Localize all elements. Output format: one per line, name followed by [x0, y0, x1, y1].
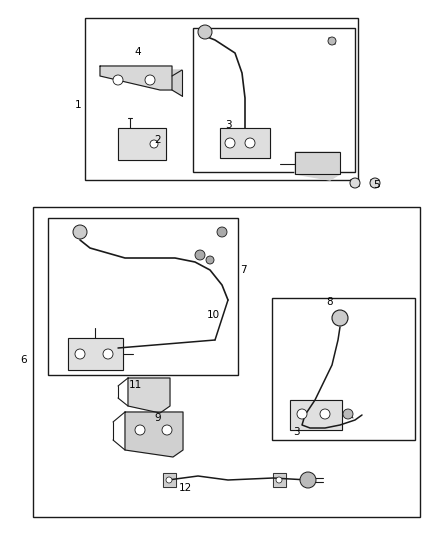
Polygon shape	[290, 400, 342, 430]
Circle shape	[198, 25, 212, 39]
Bar	[118, 128, 166, 160]
Polygon shape	[100, 66, 172, 90]
Text: 1: 1	[75, 100, 81, 110]
Text: 12: 12	[178, 483, 192, 493]
Bar	[163, 473, 176, 487]
Polygon shape	[163, 473, 176, 487]
Bar	[295, 152, 340, 174]
Text: 6: 6	[21, 355, 27, 365]
Polygon shape	[128, 378, 170, 413]
Text: 4: 4	[135, 47, 141, 57]
Bar	[220, 128, 270, 158]
Polygon shape	[68, 338, 123, 370]
Bar	[290, 400, 342, 430]
Bar	[272, 298, 415, 440]
Circle shape	[135, 425, 145, 435]
Text: 7: 7	[240, 265, 246, 275]
Text: 3: 3	[293, 427, 299, 437]
Circle shape	[145, 75, 155, 85]
Circle shape	[73, 225, 87, 239]
Circle shape	[75, 349, 85, 359]
Circle shape	[245, 138, 255, 148]
Polygon shape	[172, 70, 182, 96]
Circle shape	[350, 178, 360, 188]
Circle shape	[328, 37, 336, 45]
Text: 3: 3	[225, 120, 231, 130]
Circle shape	[225, 138, 235, 148]
Circle shape	[332, 310, 348, 326]
Circle shape	[276, 477, 282, 483]
Bar	[33, 207, 420, 517]
Text: 9: 9	[155, 413, 161, 423]
Polygon shape	[220, 128, 270, 158]
Circle shape	[195, 250, 205, 260]
Polygon shape	[125, 412, 183, 457]
Polygon shape	[295, 152, 340, 180]
Circle shape	[150, 140, 158, 148]
Circle shape	[297, 409, 307, 419]
Bar	[85, 18, 358, 180]
Text: 5: 5	[373, 180, 379, 190]
Text: 10: 10	[206, 310, 219, 320]
Polygon shape	[273, 473, 286, 487]
Circle shape	[206, 256, 214, 264]
Text: 8: 8	[327, 297, 333, 307]
Circle shape	[162, 425, 172, 435]
Circle shape	[166, 477, 172, 483]
Circle shape	[300, 472, 316, 488]
Text: 2: 2	[155, 135, 161, 145]
Bar	[193, 28, 355, 172]
Circle shape	[103, 349, 113, 359]
Bar	[48, 218, 238, 375]
Circle shape	[113, 75, 123, 85]
Circle shape	[370, 178, 380, 188]
Text: 11: 11	[128, 380, 141, 390]
Bar	[68, 338, 123, 370]
Bar	[273, 473, 286, 487]
Polygon shape	[118, 128, 166, 160]
Circle shape	[343, 409, 353, 419]
Circle shape	[217, 227, 227, 237]
Circle shape	[320, 409, 330, 419]
